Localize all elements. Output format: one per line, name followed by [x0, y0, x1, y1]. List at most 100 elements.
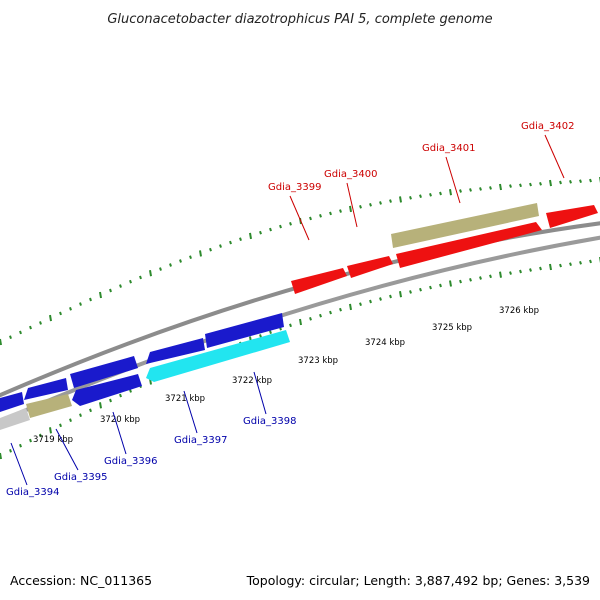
minor-tick: [139, 275, 142, 280]
gene-feature[interactable]: [146, 338, 205, 364]
minor-tick: [309, 216, 312, 221]
minor-tick: [129, 389, 132, 393]
major-tick: [549, 263, 552, 271]
minor-tick: [269, 330, 272, 335]
gene-feature[interactable]: [391, 203, 539, 248]
minor-tick: [339, 209, 342, 213]
minor-tick: [519, 269, 522, 274]
minor-tick: [539, 266, 542, 271]
reverse-strand-features: [0, 330, 290, 430]
major-tick: [449, 189, 452, 196]
scale-label: 3723 kbp: [298, 356, 338, 366]
minor-tick: [419, 194, 422, 199]
gene-feature[interactable]: [546, 205, 598, 228]
minor-tick: [369, 202, 372, 207]
minor-tick: [439, 283, 442, 288]
minor-tick: [519, 183, 522, 188]
label-connector: [289, 195, 310, 241]
gene-feature[interactable]: [26, 394, 72, 418]
scale-labels: 3719 kbp 3720 kbp 3721 kbp 3722 kbp 3723 kbp…: [33, 306, 539, 445]
minor-tick: [329, 211, 332, 216]
major-tick: [349, 303, 352, 311]
major-tick: [399, 291, 402, 298]
minor-tick: [359, 204, 362, 209]
minor-tick: [569, 179, 572, 184]
minor-tick: [29, 325, 32, 330]
minor-tick: [9, 448, 12, 453]
major-tick: [199, 250, 202, 257]
label-connector: [346, 182, 358, 228]
minor-tick: [309, 316, 312, 321]
genome-summary-text: Topology: circular; Length: 3,887,492 bp…: [246, 573, 590, 588]
gene-label[interactable]: Gdia_3398: [243, 416, 296, 427]
minor-tick: [79, 413, 82, 418]
minor-tick: [469, 277, 472, 282]
label-connector: [55, 428, 79, 471]
major-tick: [449, 280, 452, 287]
minor-tick: [289, 323, 292, 328]
minor-tick: [489, 186, 492, 190]
minor-tick: [219, 244, 222, 248]
gene-label[interactable]: Gdia_3394: [6, 487, 59, 498]
minor-tick: [429, 285, 432, 290]
minor-tick: [19, 443, 22, 448]
minor-tick: [389, 294, 392, 299]
minor-tick: [529, 268, 532, 272]
label-connector: [10, 442, 28, 486]
gene-feature[interactable]: [146, 330, 290, 382]
minor-tick: [379, 201, 382, 205]
major-tick: [249, 232, 252, 240]
minor-tick: [579, 179, 582, 184]
gene-label[interactable]: Gdia_3395: [54, 472, 107, 483]
gene-label[interactable]: Gdia_3396: [104, 456, 157, 467]
minor-tick: [259, 334, 262, 338]
gene-feature[interactable]: [291, 268, 347, 294]
minor-tick: [169, 263, 172, 267]
scale-label: 3726 kbp: [499, 306, 539, 316]
major-tick: [299, 318, 302, 326]
gene-feature[interactable]: [347, 256, 393, 278]
minor-tick: [459, 279, 462, 284]
scale-label: 3724 kbp: [365, 338, 405, 348]
scale-label: 3722 kbp: [232, 376, 272, 386]
gene-label[interactable]: Gdia_3400: [324, 169, 377, 180]
gene-feature[interactable]: [0, 392, 24, 412]
gene-feature[interactable]: [72, 374, 142, 406]
gene-label[interactable]: Gdia_3397: [174, 435, 227, 446]
minor-tick: [509, 184, 512, 188]
minor-tick: [269, 227, 272, 232]
major-tick: [49, 314, 52, 322]
map-title: Gluconacetobacter diazotrophicus PAI 5, …: [107, 12, 492, 27]
outer-tick-ring: [0, 177, 600, 346]
scale-label: 3721 kbp: [165, 394, 205, 404]
minor-tick: [319, 313, 322, 318]
minor-tick: [69, 306, 72, 311]
minor-tick: [509, 271, 512, 275]
minor-tick: [159, 267, 162, 271]
major-tick: [0, 338, 2, 346]
minor-tick: [29, 438, 32, 443]
minor-tick: [79, 302, 82, 306]
scale-label: 3720 kbp: [100, 415, 140, 425]
minor-tick: [339, 307, 342, 312]
major-tick: [349, 205, 352, 213]
gene-label[interactable]: Gdia_3399: [268, 182, 321, 193]
label-connector: [112, 411, 127, 455]
gene-feature[interactable]: [0, 408, 30, 430]
minor-tick: [539, 181, 542, 186]
gene-label[interactable]: Gdia_3401: [422, 143, 475, 154]
gene-feature[interactable]: [396, 222, 542, 268]
gene-labels: Gdia_3394 Gdia_3395 Gdia_3396 Gdia_3397 Gdia…: [6, 121, 574, 498]
minor-tick: [589, 259, 592, 264]
minor-tick: [229, 240, 232, 245]
gene-feature[interactable]: [70, 356, 138, 388]
gene-feature[interactable]: [24, 378, 68, 400]
minor-tick: [419, 287, 422, 292]
gene-label[interactable]: Gdia_3402: [521, 121, 574, 132]
minor-tick: [319, 213, 322, 218]
gene-feature[interactable]: [205, 313, 284, 348]
minor-tick: [579, 260, 582, 265]
major-tick: [499, 271, 502, 278]
label-connector: [544, 134, 565, 179]
